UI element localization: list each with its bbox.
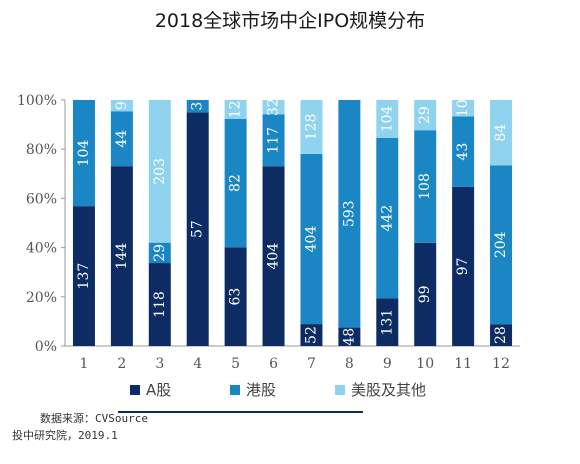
y-tick-label: 40% [26, 241, 57, 257]
data-label: 404 [303, 226, 319, 253]
bar-segment [110, 100, 133, 112]
chart-legend: A股 港股 美股及其他 [130, 381, 426, 399]
data-label: 9 [114, 101, 130, 110]
bar-segment [338, 100, 361, 328]
chart-data-labels: 137 104 144 44 9 118 29 203 57 3 63 82 12 404 117 32 52 4… [76, 98, 509, 345]
data-label: 3 [190, 102, 206, 111]
data-label: 84 [493, 124, 509, 142]
x-tick-label: 11 [454, 356, 472, 372]
data-label: 57 [190, 220, 206, 238]
data-label: 29 [417, 106, 433, 124]
bar-segment [148, 100, 171, 243]
bar-segment [262, 114, 285, 167]
data-label: 137 [76, 263, 92, 290]
bar-segment [148, 263, 171, 346]
chart-axes: 0%20%40%60%80%100%1 2 3 4 5 6 7 8 9 10 11 12 [17, 93, 520, 372]
data-label: 131 [379, 309, 395, 336]
x-tick-label: 9 [383, 356, 392, 372]
source-note: 数据来源：CVSource [40, 412, 148, 425]
data-label: 144 [114, 243, 130, 270]
y-tick-label: 100% [17, 93, 57, 109]
x-tick-label: 6 [269, 356, 278, 372]
data-label: 48 [341, 328, 357, 346]
data-label: 104 [76, 140, 92, 167]
data-label: 32 [266, 98, 282, 116]
bar-segment [490, 165, 513, 325]
bar-segment [376, 100, 399, 138]
x-tick-label: 12 [492, 356, 510, 372]
bar-segment [300, 153, 323, 325]
legend-label: 港股 [246, 381, 276, 399]
legend-label: A股 [146, 381, 171, 399]
bar-segment [262, 166, 285, 346]
legend-label: 美股及其他 [351, 381, 426, 399]
bar-segment [376, 137, 399, 299]
legend-swatch [230, 385, 240, 395]
data-label: 82 [228, 174, 244, 192]
institute-note: 投中研究院，2019.1 [12, 429, 118, 442]
legend-swatch [335, 385, 345, 395]
data-label: 128 [303, 114, 319, 141]
chart-bars [72, 100, 513, 346]
bar-segment [490, 324, 513, 346]
bar-segment [300, 100, 323, 154]
bar-segment [414, 242, 437, 346]
bar-segment [300, 324, 323, 346]
bar-segment [338, 327, 361, 346]
data-label: 12 [228, 100, 244, 118]
bar-segment [490, 100, 513, 166]
x-tick-label: 7 [307, 356, 316, 372]
y-tick-label: 20% [26, 290, 57, 306]
bar-segment [224, 247, 247, 346]
y-tick-label: 80% [26, 142, 57, 158]
data-label: 10 [455, 99, 471, 117]
chart-title: 2018全球市场中企IPO规模分布 [154, 10, 426, 32]
data-label: 204 [493, 231, 509, 258]
data-label: 97 [455, 258, 471, 276]
data-label: 108 [417, 173, 433, 200]
data-label: 117 [266, 127, 282, 154]
data-label: 28 [493, 326, 509, 344]
data-label: 104 [379, 105, 395, 132]
data-label: 404 [266, 243, 282, 270]
bar-segment [110, 166, 133, 346]
data-label: 52 [303, 326, 319, 344]
x-tick-label: 2 [117, 356, 126, 372]
bar-segment [110, 111, 133, 167]
data-label: 203 [152, 158, 168, 185]
y-tick-label: 0% [35, 339, 57, 355]
legend-swatch [130, 385, 140, 395]
bar-segment [148, 242, 171, 264]
bar-segment [224, 118, 247, 248]
y-tick-label: 60% [26, 191, 57, 207]
x-tick-label: 4 [193, 356, 202, 372]
data-label: 44 [114, 130, 130, 148]
data-label: 43 [455, 143, 471, 161]
data-label: 118 [152, 291, 168, 318]
bar-segment [224, 100, 247, 119]
bar-segment [72, 206, 95, 346]
data-label: 99 [417, 285, 433, 303]
bar-segment [452, 100, 475, 117]
bar-segment [452, 186, 475, 346]
bar-segment [72, 100, 95, 207]
x-tick-label: 3 [155, 356, 164, 372]
bar-segment [452, 116, 475, 187]
source-divider [118, 411, 363, 413]
bar-segment [376, 298, 399, 346]
bar-segment [186, 100, 209, 113]
bar-segment [186, 112, 209, 346]
data-label: 29 [152, 244, 168, 262]
x-tick-label: 1 [79, 356, 88, 372]
data-label: 63 [228, 288, 244, 306]
data-label: 442 [379, 205, 395, 232]
x-tick-label: 8 [345, 356, 354, 372]
bar-segment [414, 100, 437, 131]
x-tick-label: 10 [416, 356, 434, 372]
bar-segment [414, 130, 437, 243]
x-tick-label: 5 [231, 356, 240, 372]
bar-segment [262, 100, 285, 115]
data-label: 593 [341, 200, 357, 227]
